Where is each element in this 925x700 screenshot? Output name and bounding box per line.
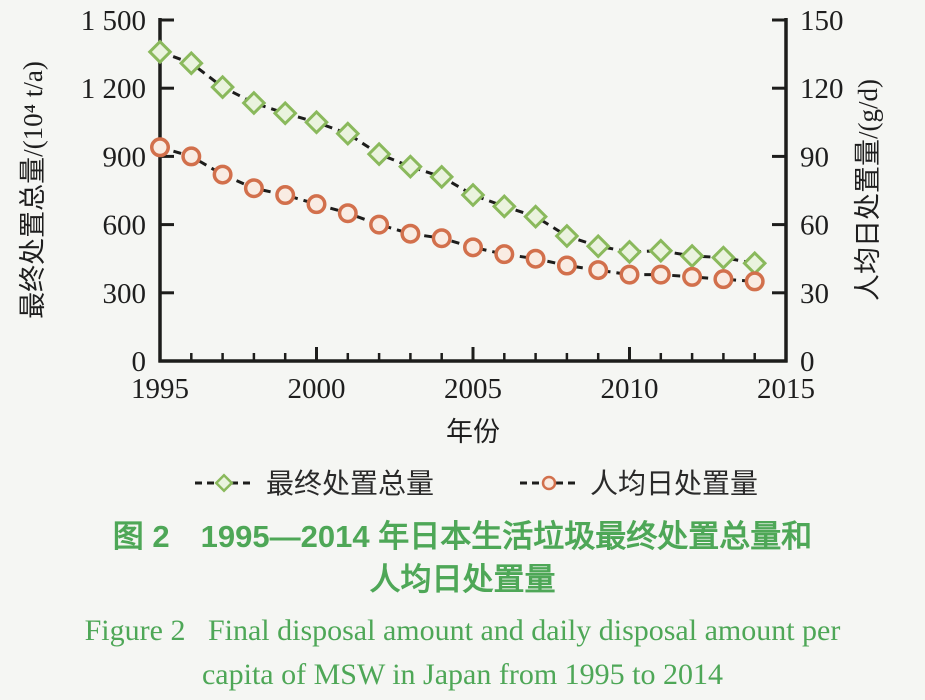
legend-label-2: 人均日处置量	[590, 468, 758, 500]
data-point-diamond-marker	[679, 243, 705, 269]
right-axis-tick-label: 150	[800, 5, 844, 37]
left-axis-tick-label: 600	[103, 210, 147, 242]
x-axis-tick-label: 2000	[288, 373, 346, 405]
data-point-circle-marker	[243, 178, 264, 199]
data-point-circle-marker	[525, 248, 546, 269]
data-point-circle-marker	[744, 271, 765, 292]
data-point-circle-marker	[556, 255, 577, 276]
data-point-circle-marker	[181, 146, 202, 167]
data-point-diamond-marker	[178, 50, 204, 76]
data-point-diamond-marker	[554, 223, 580, 249]
data-point-diamond-marker	[304, 109, 329, 135]
data-point-diamond-marker	[617, 239, 642, 265]
left-axis-title: 最终处置总量/(10⁴ t/a)	[18, 61, 48, 319]
left-axis-tick-label: 1 200	[81, 73, 146, 105]
data-point-circle-marker	[306, 194, 327, 215]
left-axis-tick-label: 900	[103, 141, 147, 173]
right-axis-tick-label: 120	[800, 73, 844, 105]
caption-english-line1: Figure 2 Final disposal amount and daily…	[84, 614, 841, 647]
left-axis-tick-label: 1 500	[81, 5, 146, 37]
series-line-diamond	[159, 50, 755, 265]
right-axis-tick-label: 0	[800, 346, 815, 378]
data-point-diamond-marker	[335, 121, 361, 147]
data-point-diamond-marker	[366, 141, 392, 167]
data-point-circle-marker	[588, 260, 609, 281]
data-point-circle-marker	[650, 264, 671, 285]
data-point-diamond-marker	[523, 204, 548, 230]
data-point-diamond-marker	[711, 245, 736, 270]
x-axis-tick-label: 2005	[444, 373, 502, 405]
legend-diamond-marker	[214, 473, 234, 493]
legend-label-1: 最终处置总量	[266, 468, 434, 500]
data-point-diamond-marker	[147, 39, 173, 65]
chart: 0 300 600 900 1 200 1 500 0 30 60 90 120 150 1995 200…	[18, 5, 883, 500]
data-point-circle-marker	[400, 223, 421, 244]
left-axis-tick-label: 300	[103, 278, 147, 310]
data-point-circle-marker	[713, 269, 734, 290]
data-point-diamond-marker	[491, 194, 517, 219]
data-point-diamond-marker	[272, 100, 298, 126]
data-point-circle-marker	[150, 137, 170, 158]
data-point-circle-marker	[619, 264, 640, 285]
caption-chinese-line1: 图 2 1995—2014 年日本生活垃圾最终处置总量和	[112, 519, 813, 554]
right-axis-title: 人均日处置量/(g/d)	[853, 79, 883, 301]
data-point-circle-marker	[494, 244, 515, 265]
data-point-diamond-marker	[241, 90, 267, 116]
data-point-circle-marker	[463, 237, 483, 258]
data-point-diamond-marker	[460, 182, 486, 208]
data-point-diamond-marker	[398, 154, 423, 180]
left-axis-tick-label: 0	[132, 346, 147, 378]
data-point-diamond-marker	[585, 233, 611, 259]
data-point-diamond-marker	[742, 250, 768, 276]
data-point-circle-marker	[369, 214, 390, 235]
x-axis-title: 年份	[446, 417, 500, 447]
data-point-circle-marker	[212, 164, 233, 185]
data-point-circle-marker	[275, 185, 296, 206]
data-point-diamond-marker	[648, 238, 674, 264]
series-line-circle	[159, 145, 755, 283]
right-axis-tick-label: 60	[800, 210, 829, 242]
x-axis-tick-label: 2015	[757, 373, 815, 405]
x-axis-tick-label: 2010	[601, 373, 659, 405]
caption-english-line2: capita of MSW in Japan from 1995 to 2014	[201, 658, 724, 691]
legend-circle-marker	[541, 475, 557, 491]
data-point-circle-marker	[682, 266, 703, 287]
caption-chinese-line2: 人均日处置量	[369, 562, 556, 597]
data-point-diamond-marker	[429, 164, 455, 190]
x-axis-tick-label: 1995	[131, 373, 189, 405]
data-point-circle-marker	[431, 228, 452, 249]
right-axis-tick-label: 90	[800, 141, 829, 173]
right-axis-tick-label: 30	[800, 278, 829, 310]
data-point-circle-marker	[337, 203, 358, 224]
data-point-diamond-marker	[210, 74, 235, 100]
